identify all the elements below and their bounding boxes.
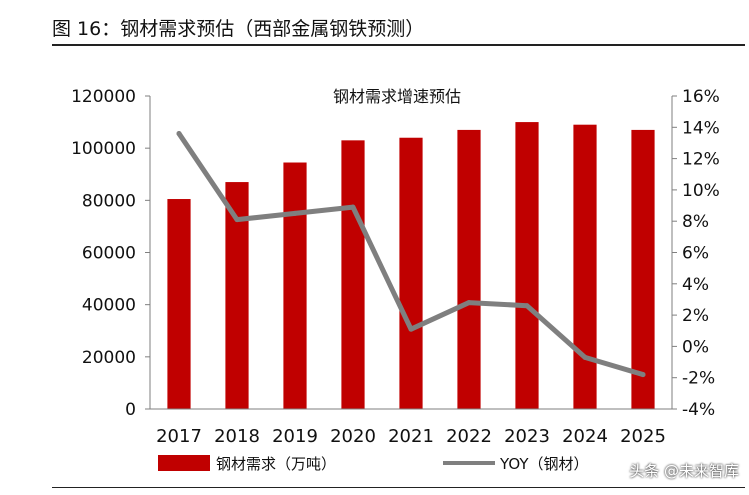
right-tick-label: -4% [682,400,715,420]
bar [283,162,307,409]
bar [225,182,249,409]
x-tick-label: 2025 [620,426,666,447]
right-tick-label: 2% [682,306,709,326]
x-tick-label: 2017 [156,426,202,447]
yoy-point [408,326,414,332]
watermark: 头条 @未来智库 [629,462,739,480]
bar-series [167,122,655,410]
yoy-line-series [176,131,646,378]
left-tick-label: 80000 [82,191,136,211]
right-tick-label: 4% [682,275,709,295]
left-tick-label: 0 [125,400,136,420]
right-tick-label: 6% [682,244,709,264]
yoy-point [582,354,588,360]
x-tick-label: 2022 [446,426,492,447]
yoy-point [234,217,240,223]
right-tick-label: 8% [682,212,709,232]
x-tick-label: 2023 [504,426,550,447]
right-tick-label: -2% [682,369,715,389]
bar [167,199,191,409]
right-tick-label: 12% [682,150,720,170]
bar [399,137,423,409]
right-y-axis: -4% -2% 0% 2% 4% 6% 8% 10% 12% 14% 16% [671,87,720,420]
x-tick-label: 2019 [272,426,318,447]
left-tick-label: 20000 [82,348,136,368]
left-tick-label: 60000 [82,244,136,264]
x-tick-label: 2020 [330,426,376,447]
yoy-point [292,210,298,216]
yoy-point [350,204,356,210]
bar [515,122,539,409]
yoy-point [466,300,472,306]
figure-title: 图 16：钢材需求预估（西部金属钢铁预测） [52,18,425,40]
yoy-point [176,131,182,137]
x-tick-label: 2018 [214,426,260,447]
x-tick-label: 2021 [388,426,434,447]
right-tick-label: 16% [682,87,720,107]
bar [631,129,655,410]
bar [457,129,481,410]
legend-line-label: YOY（钢材） [499,455,589,473]
left-tick-label: 100000 [71,139,136,159]
left-y-axis: 0 20000 40000 60000 80000 100000 120000 [71,87,151,420]
x-axis: 2017 2018 2019 2020 2021 2022 2023 2024 2025 [150,408,672,447]
yoy-point [524,303,530,309]
bar [341,140,365,409]
left-tick-label: 120000 [71,87,136,107]
title-underline [52,44,745,46]
legend-bar-swatch [158,455,210,471]
yoy-point [640,372,646,378]
bottom-rule [52,487,745,488]
right-tick-label: 10% [682,181,720,201]
legend-bar-label: 钢材需求（万吨） [216,455,336,473]
bar [573,124,597,410]
right-tick-label: 14% [682,118,720,138]
chart-title: 钢材需求增速预估 [333,87,461,106]
left-tick-label: 40000 [82,296,136,316]
legend: 钢材需求（万吨） YOY（钢材） [158,455,589,473]
right-tick-label: 0% [682,337,709,357]
x-tick-label: 2024 [562,426,608,447]
